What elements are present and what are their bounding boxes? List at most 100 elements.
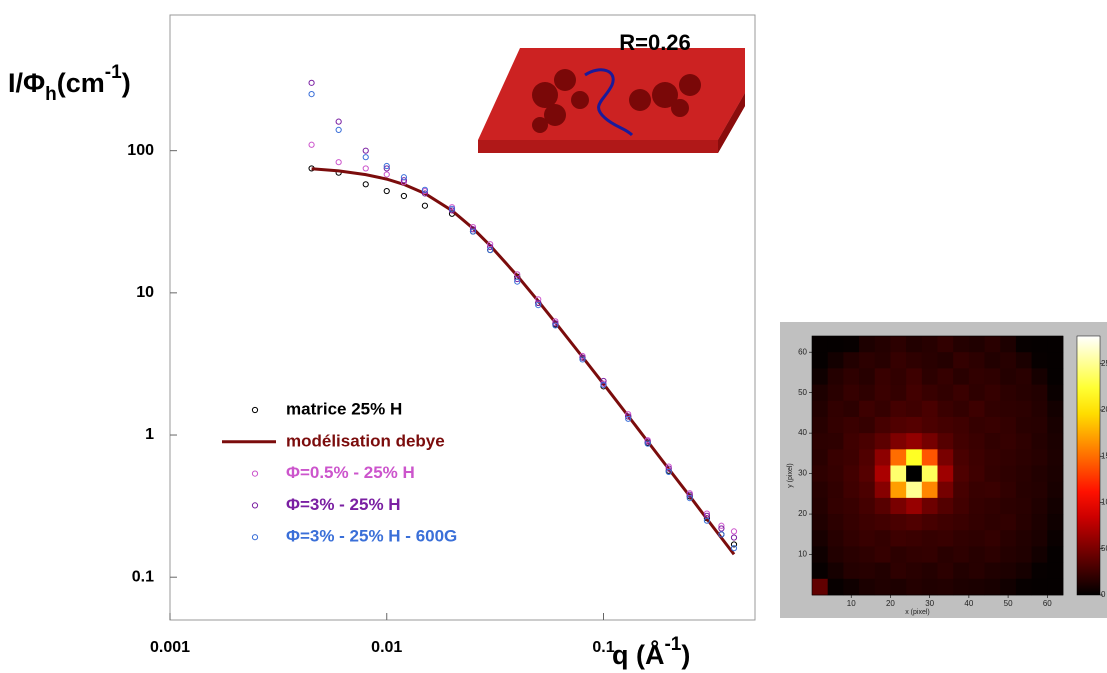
heat-cell xyxy=(874,562,891,580)
heat-cell xyxy=(1015,400,1032,418)
heat-cell xyxy=(874,368,891,385)
data-point xyxy=(469,226,477,233)
heat-cell xyxy=(1031,433,1048,450)
heat-cell xyxy=(921,352,938,369)
data-point xyxy=(718,522,725,529)
heat-cell xyxy=(874,530,891,547)
data-point xyxy=(730,534,738,541)
data-point xyxy=(535,296,542,303)
label-part: I/Φ xyxy=(8,68,45,98)
data-point xyxy=(400,192,408,200)
heat-cell xyxy=(921,546,938,563)
heat-cell xyxy=(937,433,954,450)
heat-cell xyxy=(890,400,907,418)
heat-cell xyxy=(1000,368,1017,385)
data-point xyxy=(665,465,672,472)
heat-cell xyxy=(1047,416,1064,434)
heat-cell xyxy=(937,481,954,499)
heat-cell xyxy=(1031,578,1048,596)
heat-cell xyxy=(874,352,891,369)
colorbar-label: 150 xyxy=(1101,451,1107,460)
data-point xyxy=(487,246,494,254)
heat-cell xyxy=(1015,336,1032,353)
heat-cell xyxy=(984,562,1001,580)
y-axis-label: y (pixel) xyxy=(787,463,794,488)
x-axis-label: x (pixel) xyxy=(905,609,930,616)
data-point xyxy=(400,177,408,184)
heat-cell xyxy=(1015,497,1032,515)
heat-cell xyxy=(812,416,828,434)
heat-cell xyxy=(968,336,985,353)
heat-cell xyxy=(1000,465,1017,482)
legend-label: modélisation debye xyxy=(286,431,445,450)
data-point xyxy=(487,243,494,251)
heat-cell xyxy=(1047,562,1064,580)
colorbar-label: 50 xyxy=(1101,544,1107,553)
heat-cell xyxy=(843,578,860,596)
heat-cell xyxy=(890,481,907,499)
heat-cell xyxy=(953,546,970,563)
y-tick-label: 10 xyxy=(136,284,154,301)
heat-cell xyxy=(1031,530,1048,547)
data-point xyxy=(552,320,559,327)
colorbar-label: 200 xyxy=(1101,405,1107,414)
legend-label: Φ=3% - 25% H - 600G xyxy=(286,527,457,546)
heat-cell xyxy=(921,384,938,402)
colorbar-label: 100 xyxy=(1101,498,1107,507)
legend-marker xyxy=(251,502,259,509)
heat-cell xyxy=(859,433,876,450)
legend-label: Φ=3% - 25% H xyxy=(286,495,401,514)
heat-cell xyxy=(1000,433,1017,450)
heat-cell xyxy=(827,336,844,353)
heat-cell xyxy=(890,546,907,563)
heat-cell xyxy=(968,449,985,466)
heat-cell xyxy=(859,481,876,499)
heat-cell xyxy=(984,416,1001,434)
heat-cell xyxy=(843,400,860,418)
heat-cell xyxy=(874,384,891,402)
heat-cell xyxy=(937,384,954,402)
heat-cell xyxy=(953,514,970,531)
y-tick-label: 40 xyxy=(798,428,807,437)
heat-cell xyxy=(827,481,844,499)
heat-cell xyxy=(890,368,907,385)
heat-cell xyxy=(1031,384,1048,402)
heat-cell xyxy=(921,497,938,515)
heat-cell xyxy=(843,336,860,353)
heat-cell xyxy=(1000,546,1017,563)
heat-cell xyxy=(953,433,970,450)
heat-cell xyxy=(968,368,985,385)
heat-cell xyxy=(906,368,923,385)
heat-cell xyxy=(827,497,844,515)
heat-cell xyxy=(827,530,844,547)
heat-cell xyxy=(1015,562,1032,580)
heat-cell xyxy=(937,530,954,547)
heat-cell xyxy=(874,546,891,563)
heat-cell xyxy=(937,562,954,580)
data-point xyxy=(552,322,559,329)
heat-cell xyxy=(874,514,891,531)
data-point xyxy=(362,181,369,188)
heat-cell xyxy=(812,433,828,450)
heat-cell xyxy=(906,546,923,563)
heat-cell xyxy=(968,530,985,547)
y-axis-label: I/Φh(cm-1) xyxy=(8,62,131,105)
heat-cell xyxy=(859,449,876,466)
heat-cell xyxy=(1015,530,1032,547)
heat-cell xyxy=(843,384,860,402)
heat-cell xyxy=(1031,336,1048,353)
heat-cell xyxy=(827,578,844,596)
heat-cell xyxy=(1047,433,1064,450)
data-point xyxy=(335,118,342,125)
heat-cell xyxy=(921,368,938,385)
heat-cell xyxy=(968,465,985,482)
heat-cell xyxy=(968,546,985,563)
data-point xyxy=(718,525,725,532)
heat-cell xyxy=(984,336,1001,353)
label-part: ) xyxy=(122,68,131,98)
heat-cell xyxy=(859,465,876,482)
data-point xyxy=(362,165,369,172)
heat-cell xyxy=(827,384,844,402)
data-point xyxy=(308,79,315,86)
